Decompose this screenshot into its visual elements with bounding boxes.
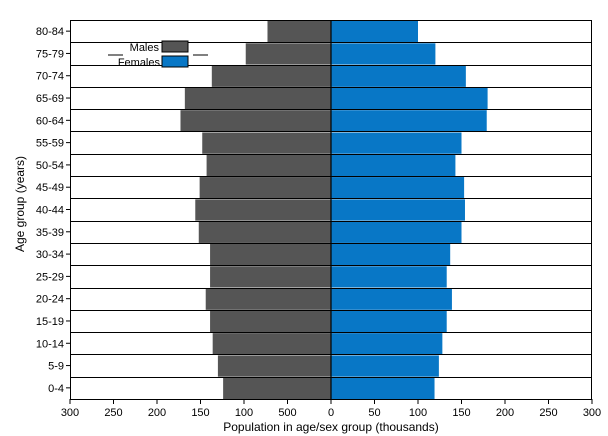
bar-females-5-9 bbox=[331, 355, 439, 377]
x-axis-title: Population in age/sex group (thousands) bbox=[223, 420, 438, 434]
x-tick-label: 250 bbox=[539, 407, 557, 419]
bar-males-60-64 bbox=[180, 110, 331, 132]
bar-females-70-74 bbox=[331, 65, 466, 87]
y-tick-label: 20-24 bbox=[36, 294, 64, 306]
y-tick-label: 15-19 bbox=[36, 316, 64, 328]
bar-males-40-44 bbox=[195, 199, 331, 221]
bar-females-40-44 bbox=[331, 199, 465, 221]
plot-frame bbox=[70, 20, 592, 400]
x-tick-label: 100 bbox=[409, 407, 427, 419]
y-tick-label: 10-14 bbox=[36, 338, 64, 350]
legend-swatch-males bbox=[161, 40, 189, 53]
y-tick-label: 75-79 bbox=[36, 48, 64, 60]
bar-females-15-19 bbox=[331, 310, 447, 333]
bar-males-15-19 bbox=[210, 310, 331, 333]
x-tick-label: 0 bbox=[328, 407, 334, 419]
y-tick-label: 30-34 bbox=[36, 249, 64, 261]
x-tick-label: 150 bbox=[191, 407, 209, 419]
legend-label-females: Females bbox=[118, 57, 161, 69]
y-tick-label: 5-9 bbox=[48, 361, 64, 373]
bars-layer bbox=[180, 21, 488, 399]
bar-males-75-79 bbox=[245, 43, 331, 65]
bar-males-5-9 bbox=[217, 355, 331, 377]
bar-females-50-54 bbox=[331, 154, 456, 177]
bar-males-50-54 bbox=[206, 154, 331, 177]
bar-males-10-14 bbox=[212, 333, 331, 355]
bar-males-35-39 bbox=[198, 221, 331, 243]
y-tick-label: 35-39 bbox=[36, 227, 64, 239]
x-tick-label: 300 bbox=[61, 407, 79, 419]
bar-males-45-49 bbox=[199, 177, 331, 199]
bar-females-65-69 bbox=[331, 87, 488, 110]
y-tick-label: 25-29 bbox=[36, 271, 64, 283]
y-tick-labels: 80-84 75-79 70-74 65-69 60-64 55-59 50-54 45-49… bbox=[36, 26, 70, 395]
bar-females-35-39 bbox=[331, 221, 462, 243]
x-tick-label: 500 bbox=[278, 407, 296, 419]
bar-females-0-4 bbox=[331, 377, 435, 399]
x-tick-label: 200 bbox=[496, 407, 514, 419]
bar-males-70-74 bbox=[211, 65, 331, 87]
bar-females-10-14 bbox=[331, 333, 443, 355]
bar-females-55-59 bbox=[331, 132, 462, 154]
bar-males-0-4 bbox=[223, 377, 331, 399]
y-tick-label: 40-44 bbox=[36, 205, 64, 217]
y-tick-label: 50-54 bbox=[36, 160, 64, 172]
bar-males-55-59 bbox=[202, 132, 331, 154]
bar-males-25-29 bbox=[210, 266, 331, 288]
x-tick-label: 150 bbox=[452, 407, 470, 419]
bar-females-75-79 bbox=[331, 43, 436, 65]
bar-females-60-64 bbox=[331, 110, 487, 132]
y-tick-label: 70-74 bbox=[36, 71, 64, 83]
bar-males-65-69 bbox=[184, 87, 331, 110]
y-tick-label: 65-69 bbox=[36, 93, 64, 105]
bar-females-45-49 bbox=[331, 177, 465, 199]
legend-swatch-females bbox=[161, 55, 189, 68]
x-tick-label: 50 bbox=[368, 407, 380, 419]
x-tick-label: 100 bbox=[235, 407, 253, 419]
bar-males-80-84 bbox=[267, 21, 331, 43]
bar-females-20-24 bbox=[331, 288, 452, 310]
x-tick-label: 200 bbox=[148, 407, 166, 419]
y-axis-title: Age group (years) bbox=[13, 156, 27, 252]
x-tick-label: 300 bbox=[583, 407, 601, 419]
bar-females-30-34 bbox=[331, 243, 451, 266]
bar-females-80-84 bbox=[331, 21, 418, 43]
bar-males-30-34 bbox=[210, 243, 331, 266]
bar-females-25-29 bbox=[331, 266, 447, 288]
y-tick-label: 0-4 bbox=[48, 383, 64, 395]
bar-males-20-24 bbox=[205, 288, 331, 310]
y-tick-label: 55-59 bbox=[36, 138, 64, 150]
x-tick-labels: 300 250 200 150 100 500 0 50 100 150 200 250 300 bbox=[61, 399, 601, 419]
y-tick-label: 45-49 bbox=[36, 182, 64, 194]
y-tick-label: 80-84 bbox=[36, 26, 64, 38]
y-tick-label: 60-64 bbox=[36, 115, 64, 127]
x-tick-label: 250 bbox=[104, 407, 122, 419]
legend-label-males: Males bbox=[130, 42, 160, 54]
legend: Males Females bbox=[108, 40, 208, 69]
